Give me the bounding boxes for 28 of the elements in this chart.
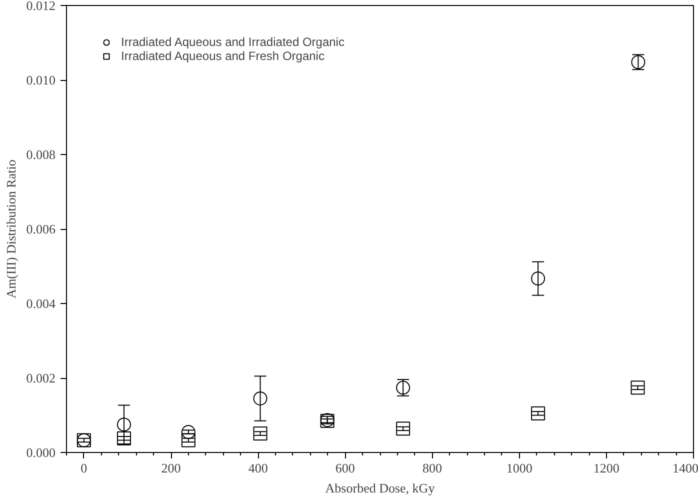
y-tick-label: 0.004 [26, 296, 56, 311]
point [531, 406, 546, 420]
y-tick-label: 0.000 [26, 445, 56, 460]
x-tick-label: 800 [422, 460, 442, 476]
y-axis-title: Am(III) Distribution Ratio [3, 160, 18, 298]
legend-label: Irradiated Aqueous and Irradiated Organic [121, 35, 344, 49]
point [531, 272, 546, 286]
y-tick-label: 0.006 [26, 222, 56, 236]
point [116, 418, 131, 432]
y-tick-label: 0.012 [26, 0, 56, 13]
legend-label: Irradiated Aqueous and Fresh Organic [121, 49, 324, 63]
x-tick-label: 400 [248, 460, 268, 476]
point [116, 431, 131, 446]
x-tick-label: 600 [335, 460, 355, 476]
point [253, 392, 268, 406]
y-tick-label: 0.010 [26, 72, 56, 88]
x-tick-label: 200 [161, 460, 181, 476]
y-tick-label: 0.008 [26, 147, 56, 162]
point [396, 422, 410, 436]
x-tick-label: 0 [80, 460, 88, 476]
point [181, 425, 196, 439]
point [253, 426, 268, 441]
x-axis-title: Absorbed Dose, kGy [325, 480, 436, 496]
x-tick-label: 1200 [593, 460, 620, 476]
x-tick-label: 1400 [672, 460, 698, 476]
y-tick-label: 0.002 [26, 370, 56, 386]
point [630, 380, 645, 395]
x-tick-label: 1000 [506, 460, 532, 476]
